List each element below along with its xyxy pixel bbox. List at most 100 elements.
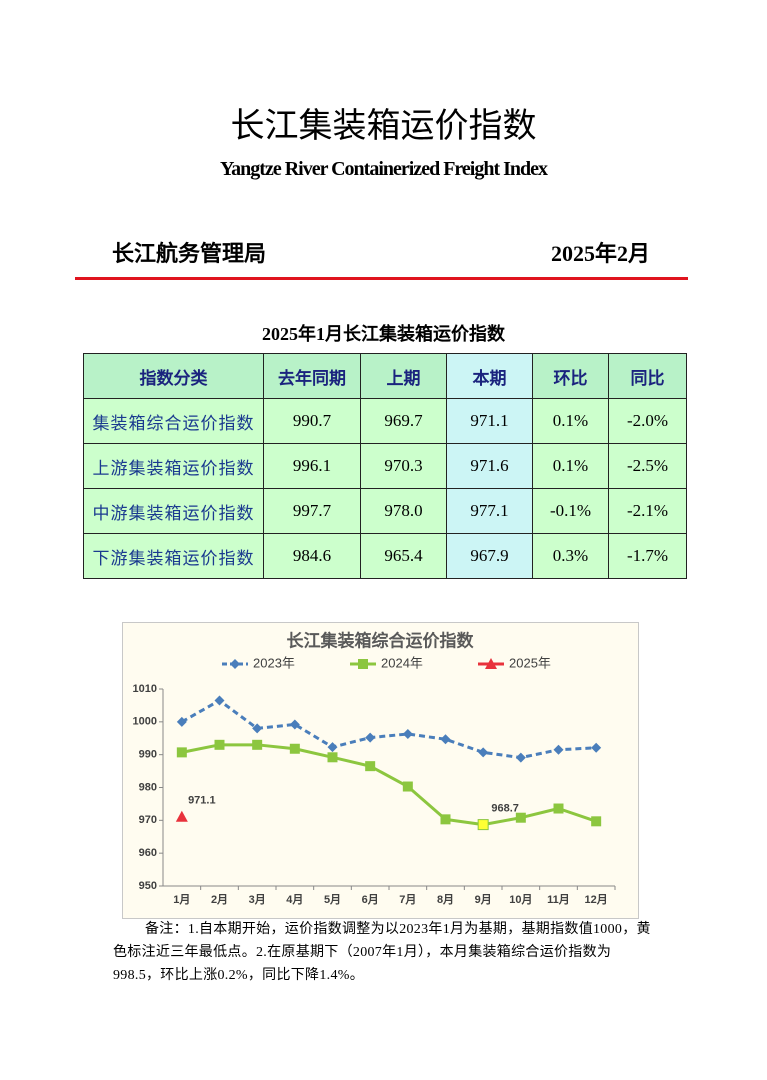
- data-point: [440, 734, 451, 745]
- table-cell: 指数分类: [83, 353, 264, 399]
- table-cell: 996.1: [263, 443, 361, 489]
- table-cell: 上期: [360, 353, 447, 399]
- data-point: [327, 752, 338, 763]
- x-tick-label: 5月: [324, 893, 341, 906]
- table-cell: 0.3%: [532, 533, 609, 579]
- data-point: [252, 739, 263, 750]
- data-point: [176, 716, 187, 727]
- data-point: [214, 739, 225, 750]
- subtitle: Yangtze River Containerized Freight Inde…: [219, 158, 548, 180]
- y-tick-label: 990: [139, 749, 157, 761]
- table-cell: 969.7: [360, 398, 447, 444]
- series-line: [181, 743, 597, 827]
- data-point: [289, 743, 300, 754]
- table-cell: 970.3: [360, 443, 447, 489]
- table-cell: 967.9: [446, 533, 533, 579]
- table-cell: 下游集装箱运价指数: [83, 533, 264, 579]
- data-point: [176, 747, 187, 758]
- table-row: 下游集装箱运价指数 984.6 965.4 967.9 0.3% -1.7%: [83, 533, 687, 579]
- table-cell: 同比: [608, 353, 687, 399]
- data-point: [214, 695, 225, 706]
- table-cell: 984.6: [263, 533, 361, 579]
- table-row: 中游集装箱运价指数 997.7 978.0 977.1 -0.1% -2.1%: [83, 488, 687, 534]
- chart: 长江集装箱综合运价指数 950 960 970 980 990 1000 1010 1月 2月 3…: [122, 622, 639, 919]
- table-cell: -1.7%: [608, 533, 687, 579]
- data-point: [402, 781, 413, 792]
- table-cell: -2.1%: [608, 488, 687, 534]
- chart-title: 长江集装箱综合运价指数: [287, 630, 475, 650]
- table-cell: -0.1%: [532, 488, 609, 534]
- data-point: [515, 752, 526, 763]
- data-point: [591, 742, 602, 753]
- data-point: [230, 659, 240, 669]
- data-point: [365, 761, 376, 772]
- table-row: 集装箱综合运价指数 990.7 969.7 971.1 0.1% -2.0%: [83, 398, 687, 444]
- data-label: 971.1: [188, 795, 216, 807]
- data-point: [440, 814, 451, 825]
- x-tick-label: 7月: [399, 893, 416, 906]
- note: 备注：1.自本期开始，运价指数调整为以2023年1月为基期，基期指数值1000，…: [113, 922, 651, 983]
- data-label: 968.7: [491, 803, 519, 815]
- table-cell: 中游集装箱运价指数: [83, 488, 264, 534]
- x-tick-label: 11月: [547, 893, 570, 906]
- data-point: [365, 732, 376, 743]
- table-cell: 971.1: [446, 398, 533, 444]
- table-cell: 0.1%: [532, 398, 609, 444]
- x-tick-label: 4月: [286, 893, 303, 906]
- data-point: [515, 812, 526, 823]
- table-row: 指数分类 去年同期 上期 本期 环比 同比: [83, 353, 687, 399]
- data-point: [358, 659, 368, 669]
- table-cell: 集装箱综合运价指数: [83, 398, 264, 444]
- legend-label: 2025年: [509, 655, 551, 670]
- table-cell: 0.1%: [532, 443, 609, 489]
- date: 2025年2月: [550, 241, 650, 266]
- table-cell: -2.0%: [608, 398, 687, 444]
- table-cell: 上游集装箱运价指数: [83, 443, 264, 489]
- data-point: [485, 658, 497, 669]
- x-tick-label: 9月: [475, 893, 492, 906]
- table-cell: 977.1: [446, 488, 533, 534]
- table-title: 2025年1月长江集装箱运价指数: [262, 324, 505, 344]
- y-tick-label: 1000: [133, 716, 157, 728]
- data-point: [327, 742, 338, 753]
- x-tick-label: 8月: [437, 893, 454, 906]
- data-point: [402, 728, 413, 739]
- divider: [75, 277, 688, 280]
- y-tick-label: 980: [139, 781, 157, 793]
- x-tick-label: 2月: [211, 893, 228, 906]
- data-point: [553, 744, 564, 755]
- data-point: [252, 723, 263, 734]
- table-cell: 997.7: [263, 488, 361, 534]
- data-point: [478, 747, 489, 758]
- table-row: 上游集装箱运价指数 996.1 970.3 971.6 0.1% -2.5%: [83, 443, 687, 489]
- table-cell: 971.6: [446, 443, 533, 489]
- x-tick-label: 6月: [362, 893, 379, 906]
- table-cell: 去年同期: [263, 353, 361, 399]
- table-cell: 本期: [446, 353, 533, 399]
- table: 指数分类 去年同期 上期 本期 环比 同比 集装箱综合运价指数 990.7 969.7 971.1…: [83, 353, 687, 579]
- y-tick-label: 960: [139, 847, 157, 859]
- x-tick-label: 3月: [249, 893, 266, 906]
- data-point: [477, 819, 489, 831]
- x-tick-label: 12月: [585, 893, 608, 906]
- y-tick-label: 950: [139, 880, 157, 892]
- table-cell: 978.0: [360, 488, 447, 534]
- x-tick-label: 1月: [173, 893, 190, 906]
- legend-label: 2024年: [381, 655, 423, 670]
- y-tick-label: 1010: [133, 683, 157, 695]
- data-point: [591, 816, 602, 827]
- data-point: [553, 803, 564, 814]
- publisher: 长江航务管理局: [112, 241, 267, 266]
- data-point: [175, 810, 188, 822]
- data-point: [289, 719, 300, 730]
- series-line: [181, 698, 597, 760]
- table-cell: 990.7: [263, 398, 361, 444]
- y-tick-label: 970: [139, 814, 157, 826]
- title: 长江集装箱运价指数: [230, 108, 537, 145]
- table-cell: 环比: [532, 353, 609, 399]
- table-cell: -2.5%: [608, 443, 687, 489]
- table-cell: 965.4: [360, 533, 447, 579]
- legend-label: 2023年: [253, 655, 295, 670]
- x-tick-label: 10月: [509, 893, 532, 906]
